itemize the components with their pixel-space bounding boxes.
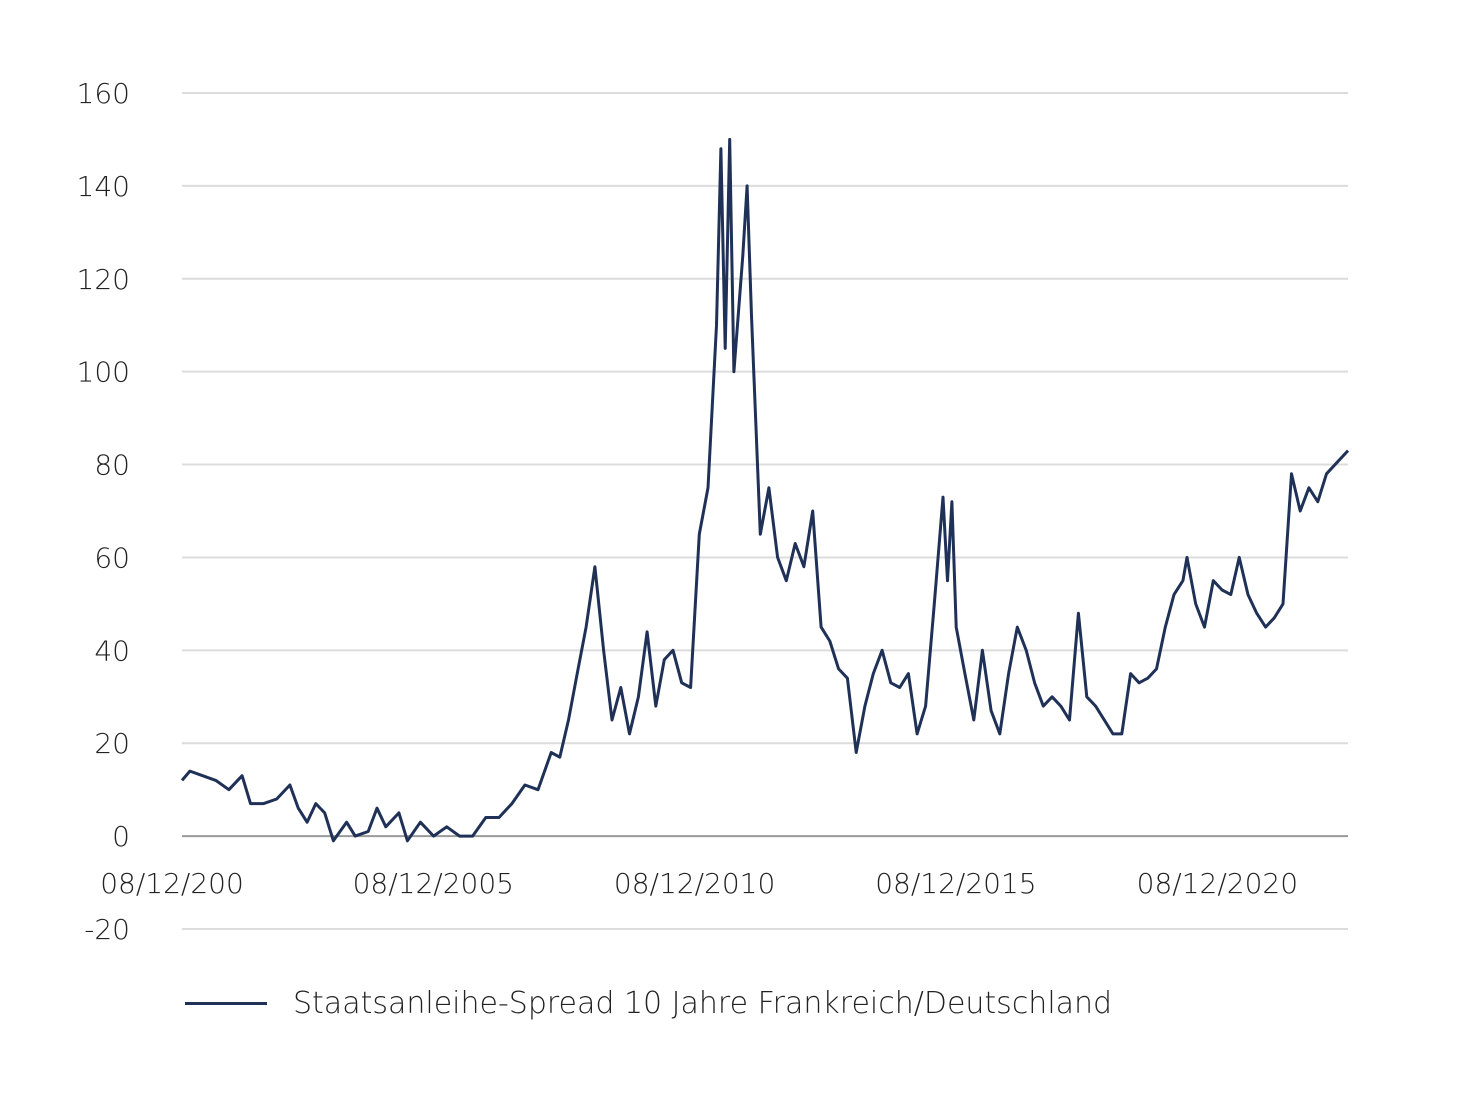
series-group <box>180 137 1350 843</box>
legend-swatch <box>185 1002 267 1005</box>
x-tick-label: 08/12/2020 <box>1137 867 1298 900</box>
y-tick-label: 20 <box>94 727 130 760</box>
y-tick-label: 60 <box>94 541 130 574</box>
x-tick-label: 08/12/200 <box>100 867 244 900</box>
legend-label: Staatsanleihe-Spread 10 Jahre Frankreich… <box>293 986 1113 1021</box>
y-tick-label: 120 <box>77 263 130 296</box>
x-tick-label: 08/12/2010 <box>614 867 775 900</box>
x-tick-label: 08/12/2005 <box>353 867 514 900</box>
y-tick-label: -20 <box>84 913 130 946</box>
y-tick-label: 40 <box>94 634 130 667</box>
x-axis-ticks: 08/12/200 08/12/2005 08/12/2010 08/12/2015 0… <box>100 867 1298 900</box>
y-tick-label: 140 <box>77 170 130 203</box>
legend: Staatsanleihe-Spread 10 Jahre Frankreich… <box>185 986 1112 1021</box>
y-tick-label: 0 <box>112 820 130 853</box>
y-tick-label: 100 <box>77 356 130 389</box>
y-tick-label: 160 <box>77 77 130 110</box>
grid-lines <box>182 92 1348 930</box>
y-axis-ticks: 160 140 120 100 80 60 40 20 0 -20 <box>77 77 130 946</box>
series-line <box>180 137 1350 843</box>
y-tick-label: 80 <box>94 449 130 482</box>
x-tick-label: 08/12/2015 <box>875 867 1036 900</box>
